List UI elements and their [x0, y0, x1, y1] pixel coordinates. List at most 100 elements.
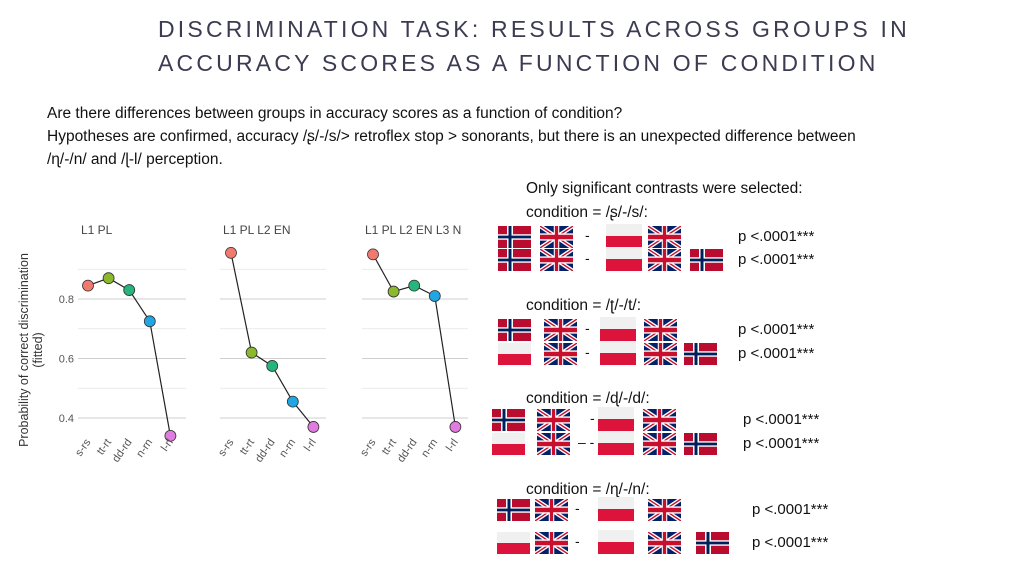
slide-title: DISCRIMINATION TASK: RESULTS ACROSS GROU…	[158, 12, 918, 80]
p-value: p <.0001***	[738, 345, 815, 362]
uk-flag-icon	[540, 226, 573, 248]
uk-flag-icon	[648, 226, 681, 248]
poland-flag-icon	[598, 497, 634, 521]
x-tick-label: n-rn	[134, 437, 155, 460]
y-tick-label: 0.4	[59, 413, 74, 425]
data-point-dd-rd	[266, 360, 279, 372]
y-axis-label-line: (fitted)	[31, 332, 45, 367]
x-tick-label: l-rl	[444, 437, 461, 454]
data-point-dd-rd	[123, 284, 136, 296]
poland-flag-icon	[606, 224, 642, 248]
x-tick-label: s-rs	[73, 436, 94, 458]
uk-flag-icon	[544, 319, 577, 341]
condition-label: condition = /ʂ/-/s/:	[526, 204, 648, 221]
series-line	[230, 252, 314, 428]
norway-flag-icon	[492, 409, 525, 431]
uk-flag-icon	[537, 409, 570, 431]
title-line-2: ACCURACY SCORES AS A FUNCTION OF CONDITI…	[158, 50, 879, 76]
x-tick-label: dd-rd	[110, 437, 135, 465]
p-value: p <.0001***	[752, 534, 829, 551]
panel-title: L1 PL	[81, 223, 113, 237]
x-tick-label: dd-rd	[253, 437, 278, 465]
contrast-dash: – -	[578, 434, 595, 450]
uk-flag-icon	[544, 343, 577, 365]
data-point-tt-rt	[245, 346, 258, 359]
poland-flag-icon	[492, 433, 525, 455]
contrast-dash: -	[575, 533, 580, 549]
p-value: p <.0001***	[738, 251, 815, 268]
y-tick-label: 0.8	[59, 294, 74, 306]
data-point-l-rl	[164, 429, 177, 442]
norway-flag-icon	[498, 249, 531, 271]
contrast-dash: -	[585, 227, 590, 243]
contrasts-intro: Only significant contrasts were selected…	[526, 180, 803, 197]
x-tick-label: l-rl	[159, 437, 176, 454]
x-tick-label: s-rs	[216, 436, 237, 458]
x-tick-label: s-rs	[358, 436, 379, 458]
panel-title: L1 PL L2 EN L3 N	[365, 223, 461, 237]
condition-label: condition = /ɖ/-/d/:	[526, 390, 650, 407]
poland-flag-icon	[598, 431, 634, 455]
y-axis-label-line: Probability of correct discrimination	[17, 253, 31, 447]
x-tick-label: tt-rt	[95, 437, 114, 457]
research-question: Are there differences between groups in …	[47, 105, 623, 122]
norway-flag-icon	[498, 319, 531, 341]
data-point-tt-rt	[387, 285, 400, 298]
question-block: Are there differences between groups in …	[47, 102, 1007, 171]
uk-flag-icon	[535, 532, 568, 554]
x-tick-label: dd-rd	[395, 437, 420, 465]
uk-flag-icon	[643, 409, 676, 431]
x-tick-label: l-rl	[302, 437, 319, 454]
norway-flag-icon	[498, 226, 531, 248]
accuracy-chart: Probability of correct discrimination(fi…	[17, 223, 468, 465]
x-tick-label: tt-rt	[380, 437, 399, 457]
data-point-dd-rd	[408, 279, 421, 292]
contrast-dash: -	[585, 250, 590, 266]
data-point-n-rn	[428, 290, 441, 302]
uk-flag-icon	[535, 499, 568, 521]
p-value: p <.0001***	[752, 501, 829, 518]
norway-flag-icon	[497, 499, 530, 521]
data-point-l-rl	[449, 421, 462, 433]
x-tick-label: tt-rt	[238, 437, 257, 457]
contrast-dash: -	[590, 410, 595, 426]
condition-label: condition = /ɳ/-/n/:	[526, 481, 650, 498]
hypothesis-line-2: /ɳ/-/n/ and /ɭ-l/ perception.	[47, 151, 223, 168]
data-point-n-rn	[143, 315, 156, 328]
poland-flag-icon	[600, 317, 636, 341]
x-tick-label: n-rn	[277, 437, 298, 460]
uk-flag-icon	[540, 249, 573, 271]
poland-flag-icon	[497, 532, 530, 554]
uk-flag-icon	[644, 319, 677, 341]
condition-label: condition = /ʈ/-/t/:	[526, 297, 642, 314]
norway-flag-icon	[690, 249, 723, 271]
poland-flag-icon	[498, 343, 531, 365]
uk-flag-icon	[648, 499, 681, 521]
uk-flag-icon	[537, 433, 570, 455]
poland-flag-icon	[598, 407, 634, 431]
series-line	[87, 277, 171, 436]
hypothesis-line-1: Hypotheses are confirmed, accuracy /ʂ/-/…	[47, 128, 856, 145]
uk-flag-icon	[648, 249, 681, 271]
norway-flag-icon	[684, 433, 717, 455]
poland-flag-icon	[606, 247, 642, 271]
data-point-s-rs	[367, 248, 379, 261]
norway-flag-icon	[684, 343, 717, 365]
panel-title: L1 PL L2 EN	[223, 223, 291, 237]
contrast-dash: -	[585, 320, 590, 336]
x-tick-label: n-rn	[419, 437, 440, 460]
data-point-tt-rt	[102, 272, 115, 285]
uk-flag-icon	[648, 532, 681, 554]
contrast-dash: -	[575, 500, 580, 516]
data-point-l-rl	[307, 421, 320, 433]
p-value: p <.0001***	[743, 435, 820, 452]
poland-flag-icon	[598, 530, 634, 554]
data-point-s-rs	[225, 246, 237, 259]
y-axis-label: Probability of correct discrimination(fi…	[17, 253, 45, 447]
y-tick-label: 0.6	[59, 354, 74, 366]
contrast-dash: -	[585, 344, 590, 360]
data-point-n-rn	[286, 395, 299, 408]
uk-flag-icon	[644, 343, 677, 365]
p-value: p <.0001***	[738, 321, 815, 338]
norway-flag-icon	[696, 532, 729, 554]
